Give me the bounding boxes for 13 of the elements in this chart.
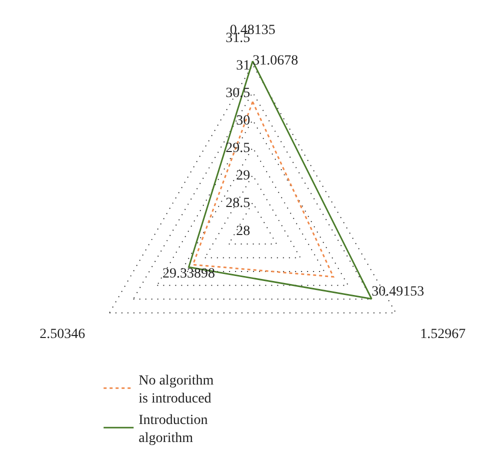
spoke-label: 2.50346 [40, 327, 86, 342]
y-tick-label: 29.5 [226, 141, 250, 156]
spoke-label: 1.52967 [420, 327, 466, 342]
y-tick-label: 30 [236, 114, 250, 129]
data-label: 30.49153 [372, 284, 424, 300]
y-tick-label: 29 [236, 168, 250, 184]
legend-label: No algorithm is introduced [138, 374, 214, 407]
legend-label: Introduction algorithm [138, 412, 208, 446]
y-tick-label: 28 [236, 224, 250, 239]
y-tick-label: 28.5 [226, 196, 250, 212]
data-label: 31.0678 [252, 54, 298, 69]
data-label: 29.33898 [162, 266, 215, 282]
y-tick-label: 31 [236, 58, 250, 74]
